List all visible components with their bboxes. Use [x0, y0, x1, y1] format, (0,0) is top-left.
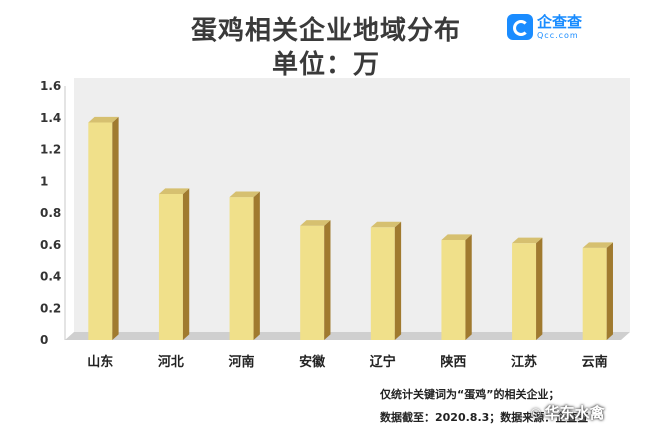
y-tick-label: 0.2 — [40, 301, 61, 315]
x-tick-label: 河南 — [229, 354, 255, 370]
x-tick-label: 江苏 — [511, 354, 537, 370]
bar — [441, 239, 466, 340]
bar-top — [370, 221, 402, 228]
bar-side — [536, 237, 543, 340]
logo-name: 企查查 — [537, 12, 583, 31]
x-tick-label: 云南 — [582, 354, 608, 370]
qcc-logo-icon — [507, 14, 533, 40]
qcc-logo: 企查查 Qcc.com — [507, 14, 582, 40]
watermark: ⚇ 华东水禽 — [530, 402, 605, 423]
y-tick-label: 0.4 — [40, 270, 61, 284]
bar — [88, 122, 113, 340]
bar-side — [606, 242, 613, 340]
bar — [300, 225, 325, 340]
chart-back-wall — [74, 78, 630, 332]
x-tick-label: 河北 — [158, 354, 184, 370]
chart-unit: 单位：万 — [271, 50, 380, 80]
bar-top — [158, 188, 190, 194]
bar-side — [394, 221, 402, 340]
logo-url: Qcc.com — [537, 30, 579, 40]
chart-title: 蛋鸡相关企业地域分布 — [190, 16, 461, 46]
y-tick-label: 1.4 — [40, 111, 61, 125]
x-tick-label: 安徽 — [299, 354, 326, 370]
bar-top — [88, 116, 119, 123]
y-tick-label: 1.2 — [40, 143, 61, 157]
bar-top — [300, 220, 331, 226]
y-tick-label: 0 — [40, 333, 48, 347]
bar-side — [324, 220, 331, 340]
footnote-source: 数据截至：2020.8.3；数据来源：企查查 — [380, 411, 589, 424]
chart-floor — [65, 332, 630, 340]
bar — [512, 243, 537, 340]
bar-top — [229, 191, 260, 198]
wechat-icon: ⚇ — [530, 407, 542, 422]
bar-side — [465, 234, 472, 340]
y-tick-label: 1 — [40, 174, 48, 188]
x-tick-label: 山东 — [87, 354, 113, 370]
y-tick-label: 0.6 — [40, 238, 61, 252]
bar — [229, 197, 254, 340]
bar-top — [441, 234, 472, 240]
footnote-scope: 仅统计关键词为“蛋鸡”的相关企业； — [380, 388, 560, 401]
bar — [370, 227, 395, 340]
y-tick-label: 1.6 — [40, 79, 61, 93]
bar-side — [253, 191, 260, 340]
watermark-text: 华东水禽 — [544, 404, 605, 422]
bar — [582, 247, 607, 340]
bar-top — [512, 237, 543, 244]
x-tick-label: 辽宁 — [370, 354, 396, 370]
bar-top — [582, 242, 613, 248]
bar — [158, 193, 183, 340]
y-tick-label: 0.8 — [40, 206, 61, 220]
bar-side — [182, 188, 190, 340]
x-tick-label: 陕西 — [440, 354, 466, 370]
bar-side — [112, 116, 119, 340]
